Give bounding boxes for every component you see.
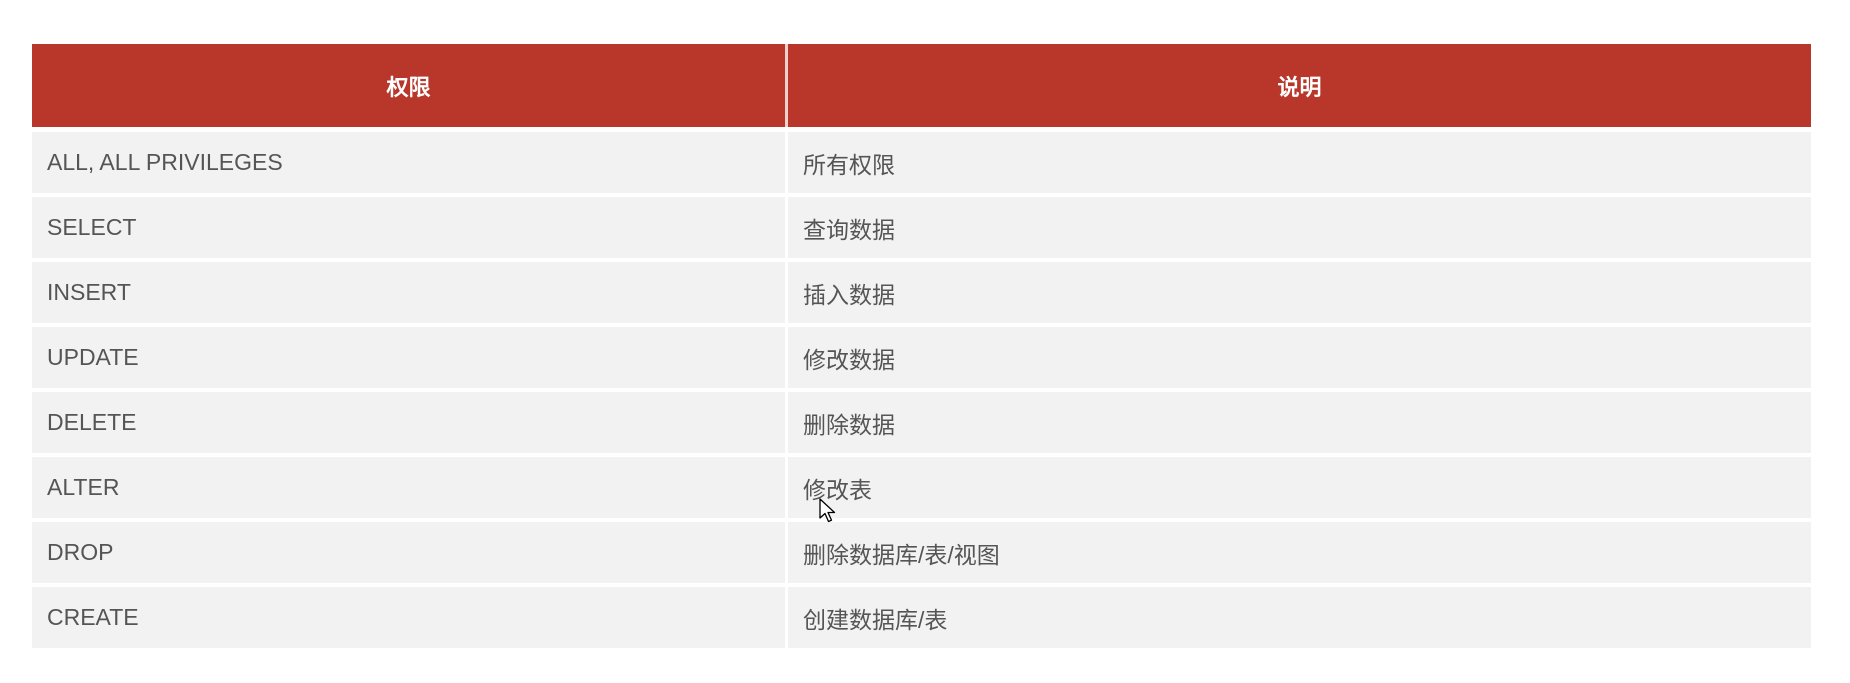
description-cell: 创建数据库/表	[803, 606, 948, 633]
description-cell: 查询数据	[803, 216, 895, 243]
mouse-cursor-icon	[819, 498, 836, 523]
privilege-cell: SELECT	[32, 197, 788, 258]
table-row: SELECT 查询数据	[32, 197, 1811, 258]
table-row: UPDATE 修改数据	[32, 327, 1811, 388]
privilege-cell: UPDATE	[32, 327, 788, 388]
table-row: ALL, ALL PRIVILEGES 所有权限	[32, 132, 1811, 193]
description-cell: 修改表	[803, 476, 872, 503]
column-header-privilege: 权限	[32, 44, 788, 127]
privilege-cell: INSERT	[32, 262, 788, 323]
privileges-table: 权限 说明 ALL, ALL PRIVILEGES 所有权限 SELECT 查询数据 I…	[32, 44, 1811, 652]
table-row: DROP 删除数据库/表/视图	[32, 522, 1811, 583]
table-row: ALTER 修改表	[32, 457, 1811, 518]
description-cell: 所有权限	[803, 151, 895, 178]
privilege-cell: DELETE	[32, 392, 788, 453]
privilege-cell: CREATE	[32, 587, 788, 648]
column-header-description: 说明	[1277, 74, 1322, 100]
description-cell: 插入数据	[803, 281, 895, 308]
table-row: INSERT 插入数据	[32, 262, 1811, 323]
table-row: CREATE 创建数据库/表	[32, 587, 1811, 648]
privilege-cell: ALTER	[32, 457, 788, 518]
description-cell: 删除数据库/表/视图	[803, 541, 1000, 568]
description-cell: 删除数据	[803, 411, 895, 438]
table-row: DELETE 删除数据	[32, 392, 1811, 453]
privilege-cell: DROP	[32, 522, 788, 583]
table-header: 权限 说明	[32, 44, 1811, 127]
privilege-cell: ALL, ALL PRIVILEGES	[32, 132, 788, 193]
description-cell: 修改数据	[803, 346, 895, 373]
